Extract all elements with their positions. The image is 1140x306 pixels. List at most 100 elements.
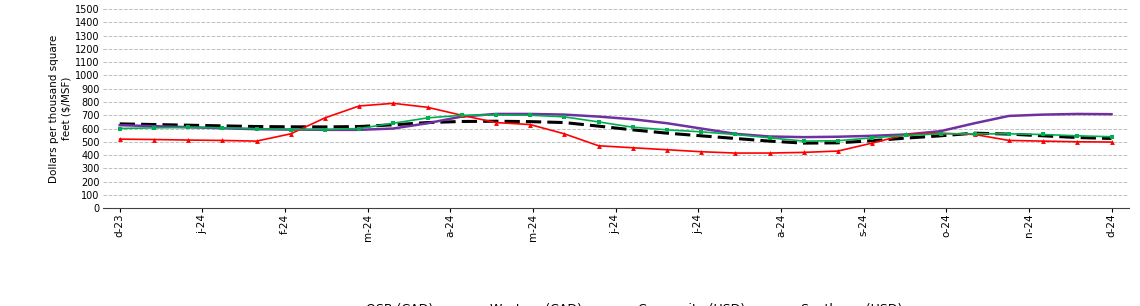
Western (CAD) xyxy=(1036,113,1050,117)
Southern  (USD) xyxy=(1036,134,1050,138)
Western (CAD) xyxy=(421,121,434,125)
OSB (CAD) xyxy=(557,132,571,136)
Western (CAD) xyxy=(763,135,776,138)
OSB (CAD) xyxy=(455,114,469,117)
OSB (CAD) xyxy=(386,102,400,105)
Western (CAD) xyxy=(1105,112,1118,116)
OSB (CAD) xyxy=(763,151,776,155)
Western (CAD) xyxy=(660,121,674,125)
Southern  (USD) xyxy=(626,128,640,132)
Composite (USD) xyxy=(489,113,503,117)
Southern  (USD) xyxy=(489,119,503,123)
OSB (CAD) xyxy=(421,106,434,109)
Southern  (USD) xyxy=(728,136,742,140)
Western (CAD) xyxy=(728,132,742,136)
OSB (CAD) xyxy=(1036,139,1050,143)
Composite (USD) xyxy=(626,125,640,129)
OSB (CAD) xyxy=(352,104,366,108)
OSB (CAD) xyxy=(318,116,332,120)
Western (CAD) xyxy=(147,124,161,128)
Southern  (USD) xyxy=(421,121,434,124)
Southern  (USD) xyxy=(1070,136,1084,139)
Western (CAD) xyxy=(352,128,366,132)
Southern  (USD) xyxy=(831,141,845,145)
Composite (USD) xyxy=(284,128,298,131)
Western (CAD) xyxy=(865,134,879,138)
OSB (CAD) xyxy=(489,121,503,124)
Composite (USD) xyxy=(215,126,229,130)
Composite (USD) xyxy=(113,127,127,130)
Western (CAD) xyxy=(934,129,947,133)
Southern  (USD) xyxy=(797,141,811,145)
OSB (CAD) xyxy=(899,133,913,136)
Southern  (USD) xyxy=(660,131,674,135)
Western (CAD) xyxy=(899,133,913,136)
Composite (USD) xyxy=(1105,135,1118,139)
Southern  (USD) xyxy=(968,131,982,135)
Composite (USD) xyxy=(147,126,161,130)
Southern  (USD) xyxy=(284,125,298,129)
Composite (USD) xyxy=(352,127,366,130)
Composite (USD) xyxy=(386,121,400,125)
OSB (CAD) xyxy=(284,132,298,136)
Composite (USD) xyxy=(728,133,742,136)
Line: Western (CAD): Western (CAD) xyxy=(120,114,1112,137)
OSB (CAD) xyxy=(147,138,161,141)
Line: OSB (CAD): OSB (CAD) xyxy=(117,101,1114,155)
OSB (CAD) xyxy=(660,148,674,151)
Southern  (USD) xyxy=(557,121,571,124)
Western (CAD) xyxy=(181,125,195,129)
Southern  (USD) xyxy=(1002,132,1016,136)
Southern  (USD) xyxy=(899,136,913,140)
Southern  (USD) xyxy=(352,125,366,129)
Composite (USD) xyxy=(1036,133,1050,136)
Western (CAD) xyxy=(523,112,537,116)
Western (CAD) xyxy=(592,115,605,118)
Western (CAD) xyxy=(250,127,263,131)
Composite (USD) xyxy=(797,139,811,143)
Western (CAD) xyxy=(626,118,640,121)
Composite (USD) xyxy=(865,136,879,140)
Composite (USD) xyxy=(592,120,605,124)
Western (CAD) xyxy=(455,115,469,118)
Western (CAD) xyxy=(831,135,845,139)
Composite (USD) xyxy=(763,136,776,140)
Western (CAD) xyxy=(386,127,400,130)
Composite (USD) xyxy=(1070,134,1084,138)
OSB (CAD) xyxy=(1070,140,1084,144)
Western (CAD) xyxy=(1070,112,1084,116)
Composite (USD) xyxy=(421,116,434,120)
Western (CAD) xyxy=(968,121,982,125)
Western (CAD) xyxy=(284,128,298,131)
Western (CAD) xyxy=(113,123,127,127)
Southern  (USD) xyxy=(386,123,400,127)
Southern  (USD) xyxy=(592,124,605,128)
Western (CAD) xyxy=(797,135,811,139)
OSB (CAD) xyxy=(215,139,229,142)
OSB (CAD) xyxy=(523,123,537,126)
Composite (USD) xyxy=(694,130,708,134)
Southern  (USD) xyxy=(250,125,263,129)
Legend: OSB (CAD), Western (CAD), Composite (USD), Southern  (USD): OSB (CAD), Western (CAD), Composite (USD… xyxy=(324,298,907,306)
Composite (USD) xyxy=(318,128,332,131)
OSB (CAD) xyxy=(592,144,605,147)
OSB (CAD) xyxy=(797,151,811,154)
Composite (USD) xyxy=(557,115,571,119)
Western (CAD) xyxy=(215,126,229,130)
OSB (CAD) xyxy=(626,146,640,150)
Line: Southern  (USD): Southern (USD) xyxy=(120,121,1112,143)
Western (CAD) xyxy=(318,128,332,132)
Composite (USD) xyxy=(968,132,982,136)
Western (CAD) xyxy=(489,112,503,116)
Western (CAD) xyxy=(1002,114,1016,118)
Southern  (USD) xyxy=(147,123,161,126)
OSB (CAD) xyxy=(1002,139,1016,142)
Composite (USD) xyxy=(899,134,913,137)
OSB (CAD) xyxy=(968,133,982,136)
OSB (CAD) xyxy=(694,150,708,154)
Y-axis label: Dollars per thousand square
feet ($/MSF): Dollars per thousand square feet ($/MSF) xyxy=(49,35,71,183)
Composite (USD) xyxy=(523,114,537,117)
Composite (USD) xyxy=(455,114,469,117)
OSB (CAD) xyxy=(181,138,195,142)
Southern  (USD) xyxy=(1105,136,1118,140)
